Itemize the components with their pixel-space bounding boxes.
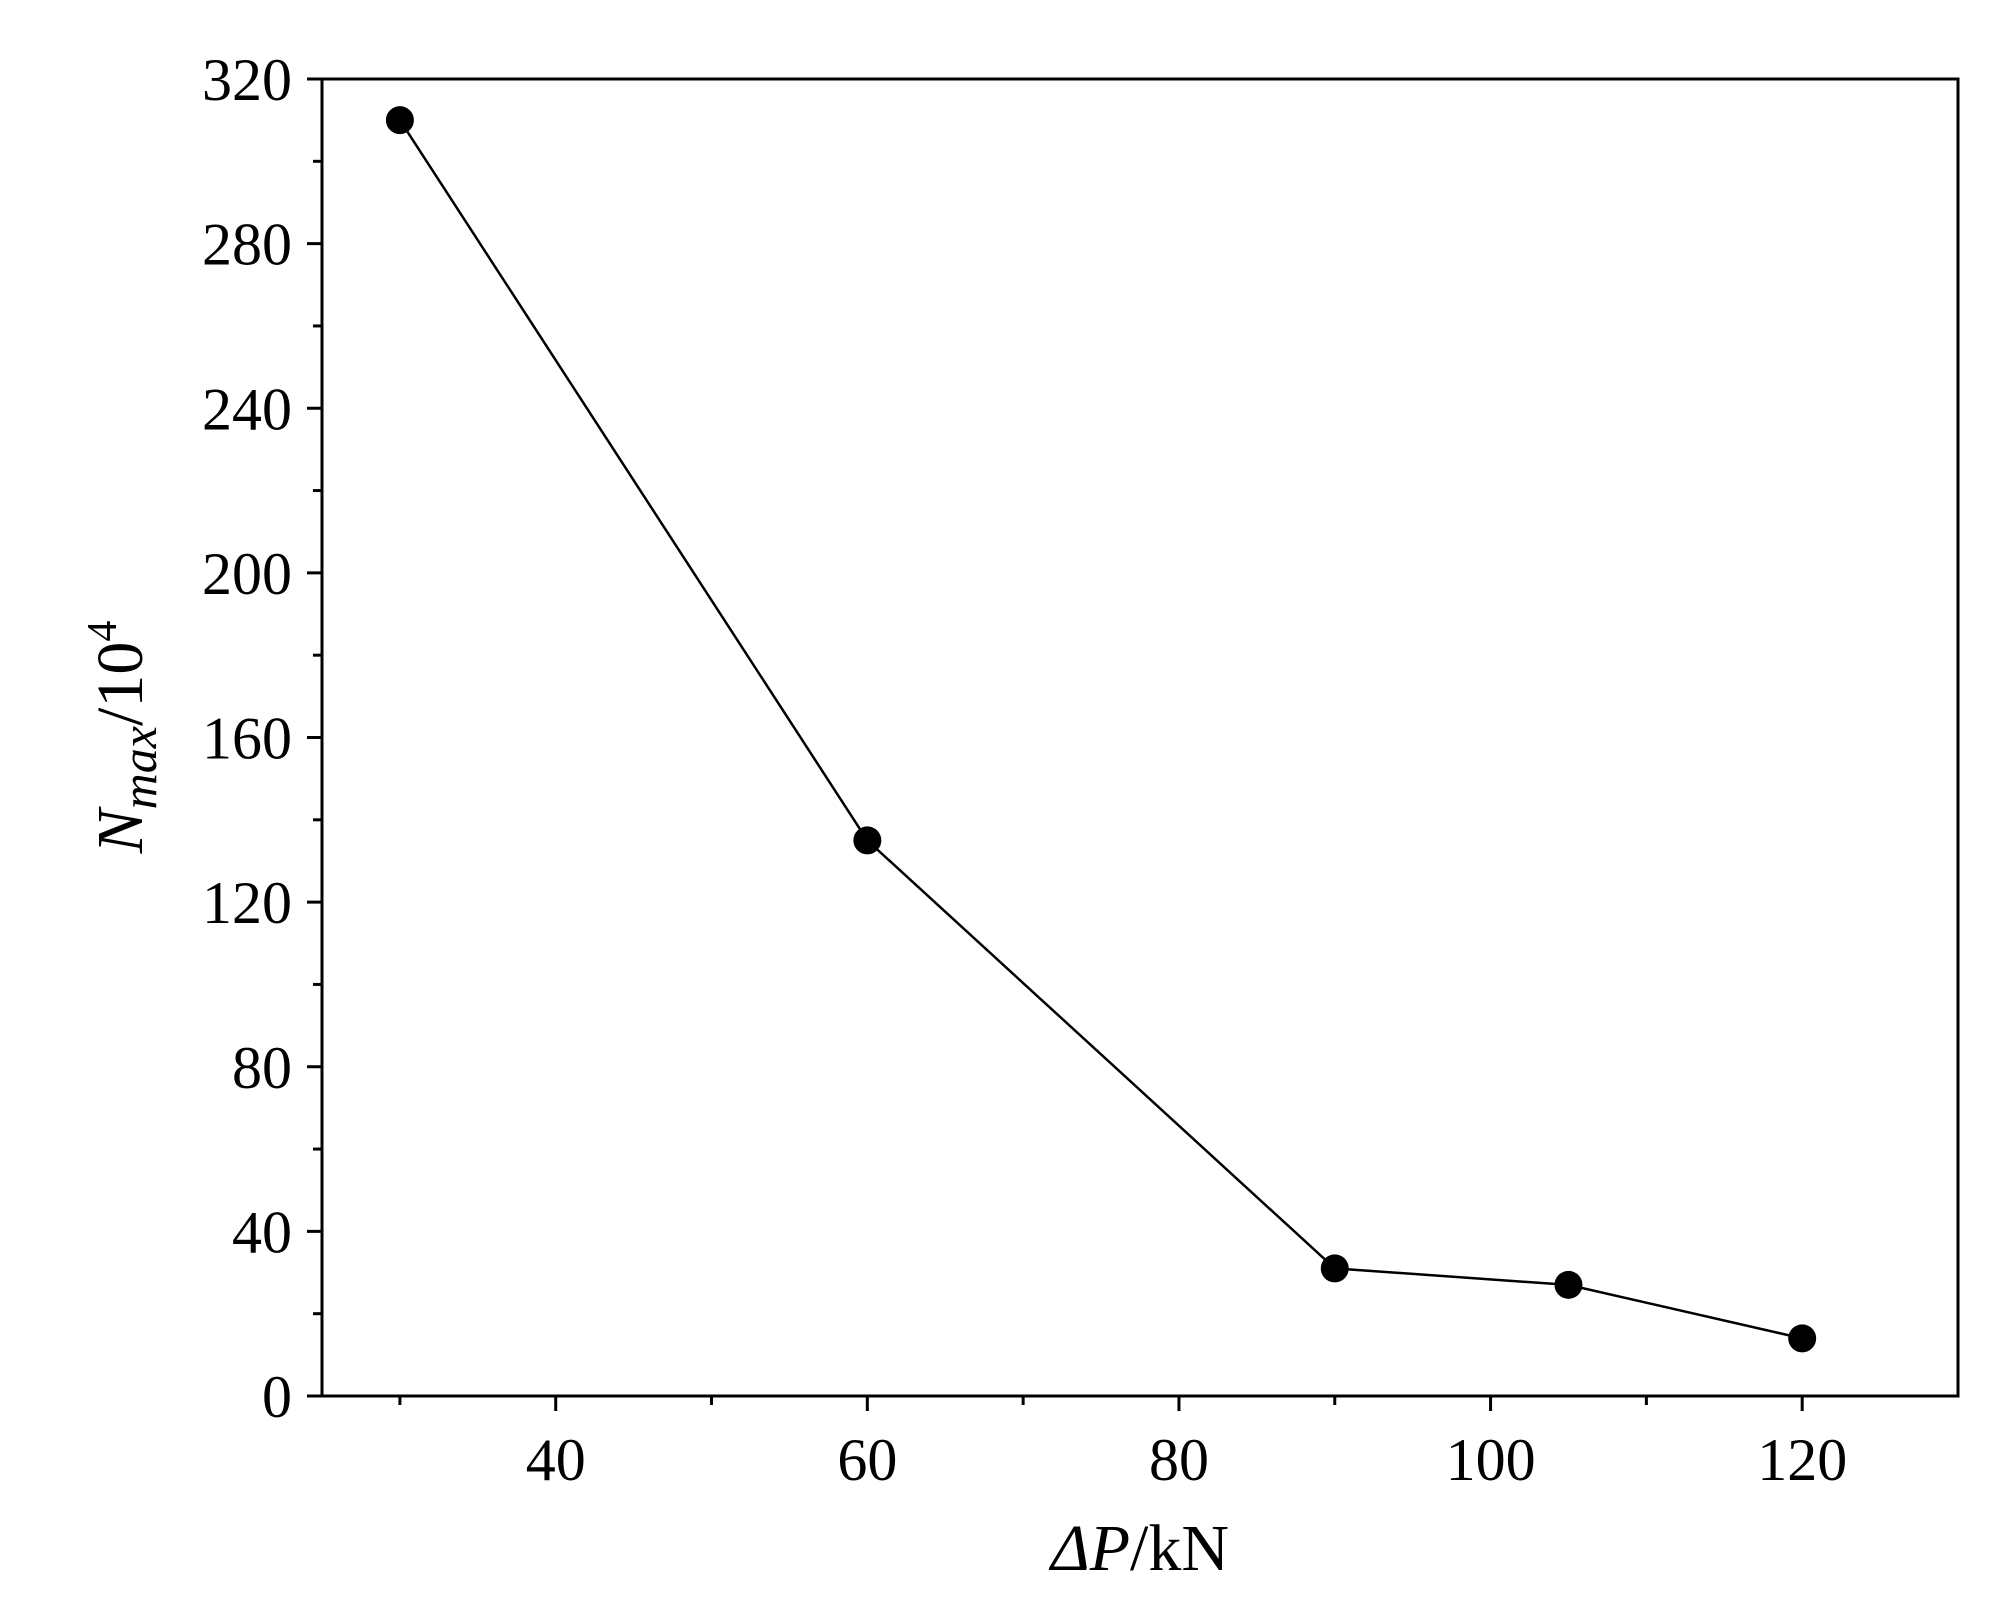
- data-point: [1788, 1324, 1817, 1353]
- x-axis-ticks: [398, 1396, 1804, 1411]
- x-axis-unit: /kN: [1130, 1512, 1229, 1585]
- y-tick-label: 200: [202, 541, 292, 607]
- y-axis-unit: /10: [84, 642, 157, 726]
- x-tick-label: 80: [1149, 1427, 1209, 1493]
- y-tick-label: 280: [202, 212, 292, 278]
- data-point: [853, 826, 882, 855]
- x-axis-symbol: ΔP: [1048, 1512, 1130, 1585]
- y-axis-title: Nmax/104: [80, 621, 167, 855]
- x-tick-label: 100: [1446, 1427, 1536, 1493]
- y-tick-label: 240: [202, 376, 292, 442]
- y-axis-subscript: max: [111, 726, 167, 809]
- y-tick-label: 0: [262, 1364, 292, 1430]
- y-tick-label: 160: [202, 706, 292, 772]
- y-tick-label: 120: [202, 870, 292, 936]
- x-axis-title: ΔP/kN: [1048, 1512, 1229, 1585]
- y-axis-symbol: N: [84, 805, 157, 854]
- y-axis-tick-labels: 0 40 80 120 160 200 240 280 320: [202, 47, 292, 1430]
- data-point: [385, 106, 414, 135]
- x-axis-tick-labels: 40 60 80 100 120: [526, 1427, 1847, 1493]
- x-tick-label: 40: [526, 1427, 586, 1493]
- y-tick-label: 80: [232, 1035, 292, 1101]
- x-tick-label: 120: [1757, 1427, 1847, 1493]
- y-tick-label: 320: [202, 47, 292, 113]
- data-point: [1320, 1254, 1349, 1283]
- data-point: [1554, 1270, 1583, 1299]
- y-tick-label: 40: [232, 1199, 292, 1265]
- series-layer: [385, 106, 1817, 1353]
- x-tick-label: 60: [837, 1427, 897, 1493]
- y-axis-exponent: 4: [80, 621, 126, 642]
- series-line: [398, 119, 1803, 1340]
- y-axis-ticks: [307, 77, 322, 1398]
- plot-frame: [320, 77, 1960, 1398]
